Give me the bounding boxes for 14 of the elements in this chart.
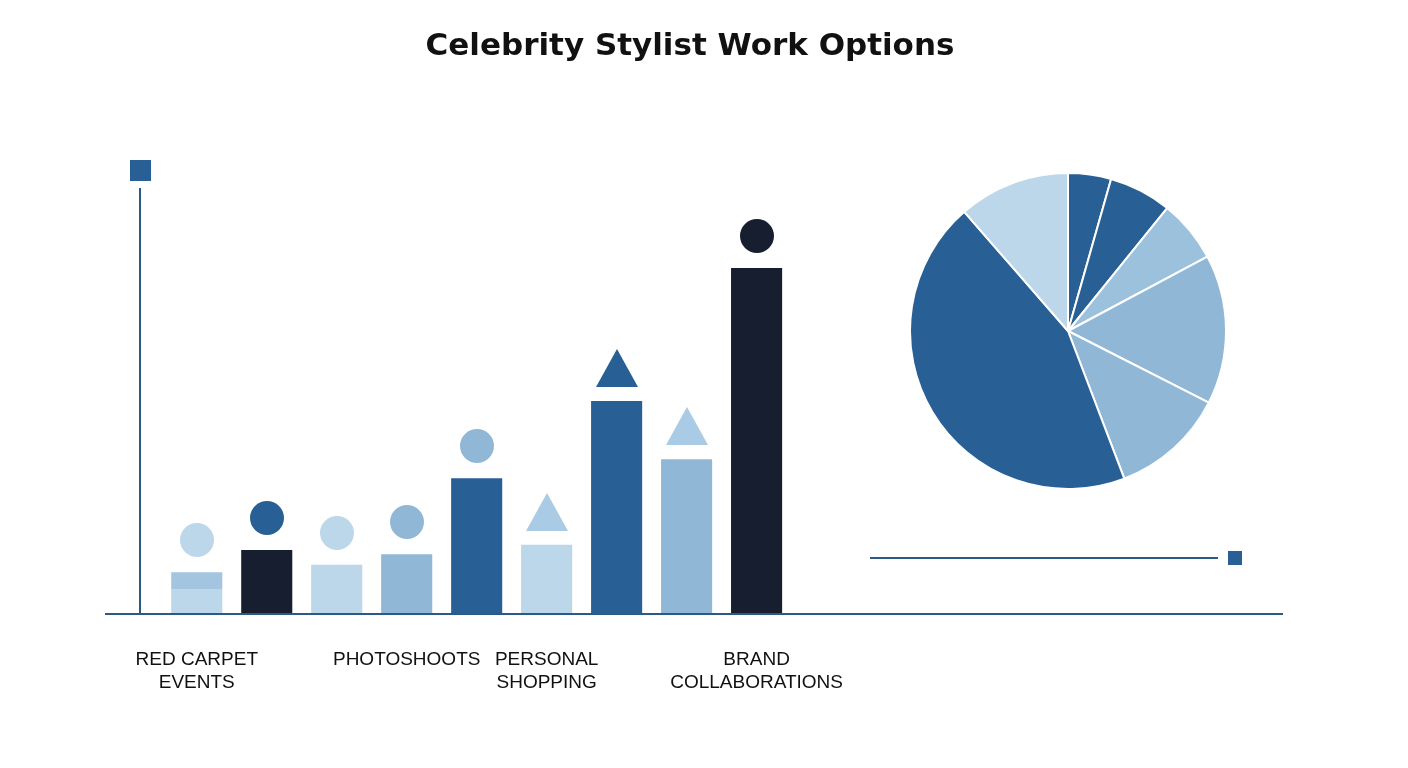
bar (171, 589, 223, 615)
bar (661, 459, 713, 615)
x-tick-label: PHOTOSHOOTS (332, 648, 481, 670)
bar (521, 544, 573, 615)
bar (731, 268, 783, 615)
bar (171, 572, 223, 590)
bar (451, 478, 503, 615)
bar (591, 401, 643, 615)
chart-title: Celebrity Stylist Work Options (424, 26, 956, 62)
x-tick-label: PERSONAL SHOPPING (494, 648, 599, 692)
x-tick-label: BRAND COLLABORATIONS (670, 648, 843, 692)
x-tick-label: RED CARPET EVENTS (135, 648, 259, 692)
bar (381, 554, 433, 615)
bar (241, 549, 293, 615)
